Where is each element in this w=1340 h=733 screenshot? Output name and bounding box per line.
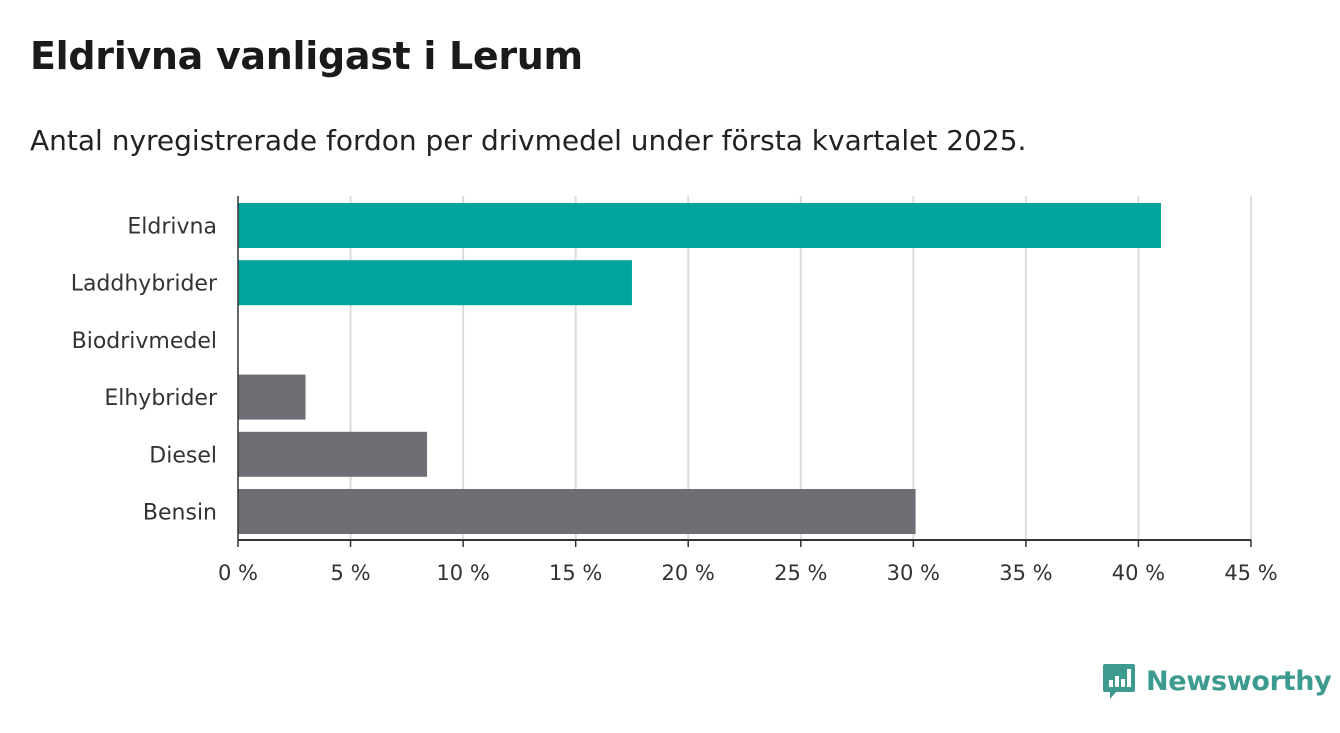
bar-elhybrider <box>238 374 306 420</box>
category-label: Eldrivna <box>127 215 217 240</box>
x-tick-label: 35 % <box>999 561 1052 585</box>
chart-title: Eldrivna vanligast i Lerum <box>30 34 583 78</box>
x-tick-label: 45 % <box>1224 561 1277 585</box>
x-tick-label: 0 % <box>218 561 258 585</box>
x-tick-label: 5 % <box>331 561 371 585</box>
newsworthy-logo: Newsworthy <box>1102 662 1332 700</box>
bar-laddhybrider <box>238 260 632 306</box>
brand-name: Newsworthy <box>1146 665 1332 697</box>
x-tick-label: 30 % <box>887 561 940 585</box>
bar-eldrivna <box>238 203 1161 248</box>
category-label: Biodrivmedel <box>72 329 217 354</box>
category-label: Laddhybrider <box>71 272 218 297</box>
bar-bensin <box>238 489 916 534</box>
category-label: Elhybrider <box>104 386 218 411</box>
x-tick-label: 15 % <box>549 561 602 585</box>
bar-diesel <box>238 431 428 477</box>
x-tick-label: 40 % <box>1112 561 1165 585</box>
gridlines <box>349 196 1252 540</box>
category-labels: Eldrivna Laddhybrider Biodrivmedel Elhybrid… <box>71 215 218 526</box>
x-tick-label: 20 % <box>662 561 715 585</box>
category-label: Diesel <box>149 443 217 468</box>
newsworthy-logo-icon <box>1103 664 1135 699</box>
x-axis: 0 % 5 % 10 % 15 % 20 % 25 % 30 % 35 % 40 % 45 % <box>218 196 1278 585</box>
chart-subtitle: Antal nyregistrerade fordon per drivmede… <box>30 124 1027 157</box>
x-tick-label: 10 % <box>436 561 489 585</box>
bars <box>238 203 1161 534</box>
category-label: Bensin <box>143 501 217 526</box>
x-tick-label: 25 % <box>774 561 827 585</box>
